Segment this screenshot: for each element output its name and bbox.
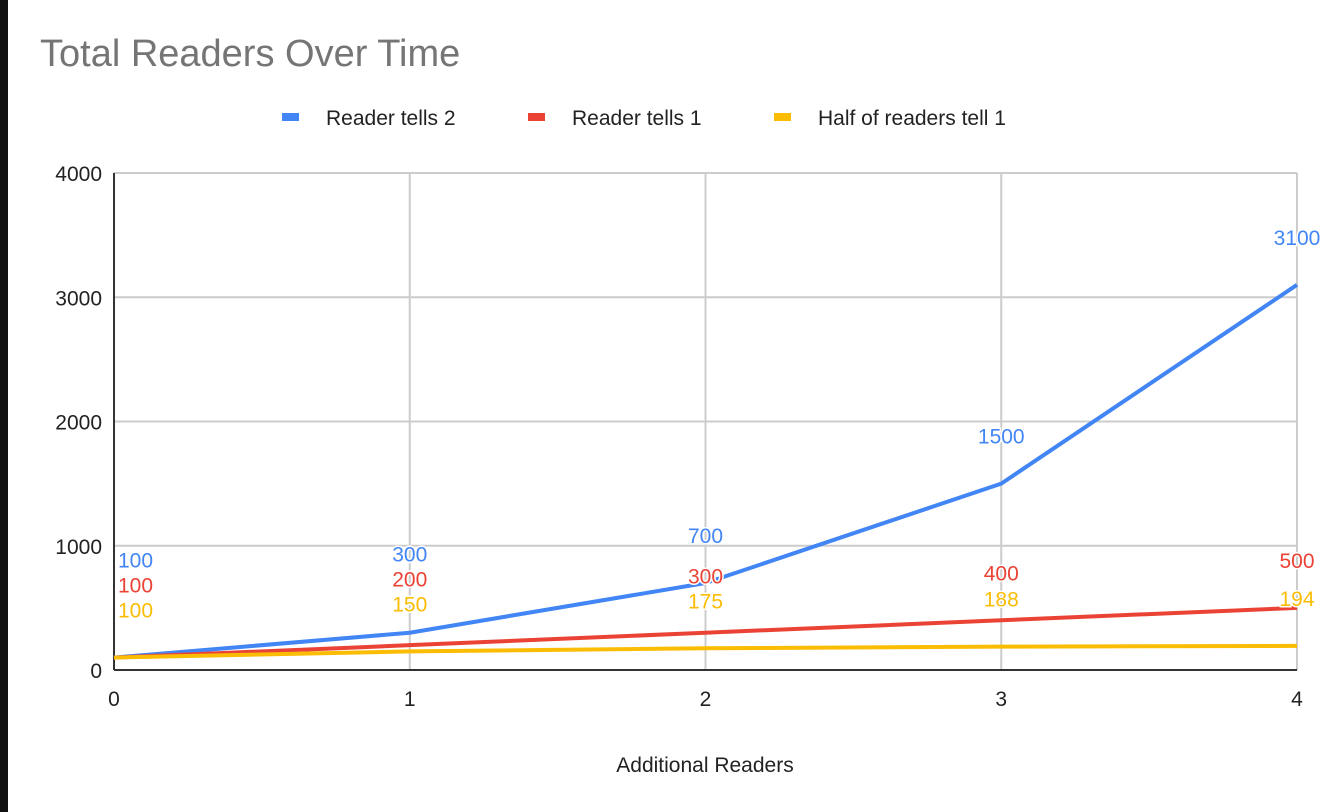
legend: Reader tells 2 Reader tells 1 Half of read… — [282, 107, 1006, 130]
legend-label: Reader tells 2 — [326, 107, 456, 130]
y-tick-label: 2000 — [55, 412, 102, 435]
data-label: 400 — [984, 562, 1019, 585]
data-label: 100 — [118, 550, 153, 573]
legend-swatch — [282, 113, 299, 121]
legend-swatch — [528, 113, 545, 121]
data-label: 194 — [1279, 588, 1314, 611]
y-tick-label: 4000 — [55, 163, 102, 186]
data-label: 500 — [1279, 550, 1314, 573]
legend-swatch — [774, 113, 791, 121]
data-label: 200 — [392, 568, 427, 591]
data-label: 188 — [984, 589, 1019, 612]
data-label: 300 — [392, 543, 427, 566]
data-label: 150 — [392, 593, 427, 616]
window-edge — [0, 0, 8, 812]
x-tick-label: 0 — [108, 688, 120, 711]
series-line-2 — [113, 605, 1298, 660]
data-label: 700 — [688, 525, 723, 548]
data-label: 100 — [118, 575, 153, 598]
data-label: 3100 — [1274, 227, 1321, 250]
series-lines — [113, 283, 1299, 660]
data-label: 100 — [118, 600, 153, 623]
data-label: 175 — [688, 590, 723, 613]
gridlines — [113, 172, 1298, 671]
chart-title: Total Readers Over Time — [40, 33, 460, 75]
x-tick-label: 2 — [700, 688, 712, 711]
legend-label: Half of readers tell 1 — [818, 107, 1006, 130]
data-label: 1500 — [978, 426, 1025, 449]
x-tick-label: 4 — [1291, 688, 1303, 711]
y-tick-label: 3000 — [55, 287, 102, 310]
series-line-1 — [113, 283, 1299, 660]
y-tick-label: 0 — [90, 660, 102, 683]
x-axis-title: Additional Readers — [616, 754, 793, 777]
legend-label: Reader tells 1 — [572, 107, 702, 130]
data-labels: 1001001001502003001753007001884001500194… — [117, 225, 1322, 624]
data-label: 300 — [688, 565, 723, 588]
x-tick-label: 1 — [404, 688, 416, 711]
axis-ticks: 0 1000 2000 3000 4000 0 1 2 3 4 — [55, 163, 1303, 711]
x-tick-label: 3 — [995, 688, 1007, 711]
series-line-3 — [113, 643, 1298, 660]
y-tick-label: 1000 — [55, 536, 102, 559]
